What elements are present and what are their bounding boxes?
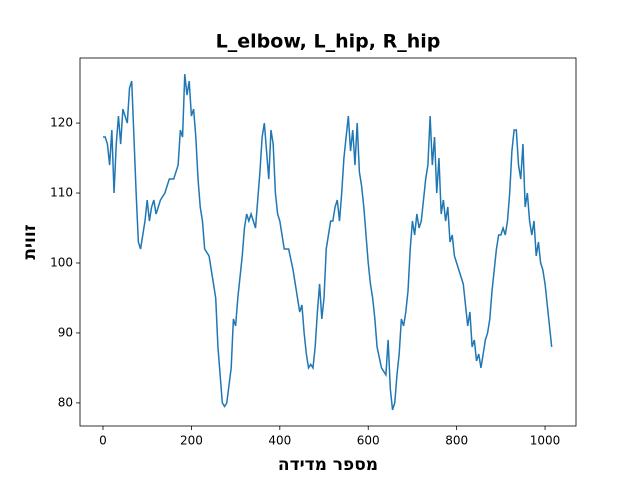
y-tick-label: 110 (50, 186, 73, 200)
x-tick-label: 0 (99, 434, 107, 448)
y-tick-label: 120 (50, 116, 73, 130)
x-axis-label: מספר מדידה (278, 455, 378, 475)
y-tick-label: 90 (58, 325, 73, 339)
x-tick-label: 600 (357, 434, 380, 448)
y-tick-label: 80 (58, 395, 73, 409)
x-tick-label: 800 (445, 434, 468, 448)
chart-title: L_elbow, L_hip, R_hip (216, 31, 441, 53)
x-tick-label: 200 (180, 434, 203, 448)
data-line (102, 74, 553, 411)
y-axis-label: זווית (20, 224, 40, 259)
plot-frame (79, 57, 577, 427)
x-tick-label: 1000 (530, 434, 561, 448)
y-tick-label: 100 (50, 255, 73, 269)
x-tick-label: 400 (268, 434, 291, 448)
